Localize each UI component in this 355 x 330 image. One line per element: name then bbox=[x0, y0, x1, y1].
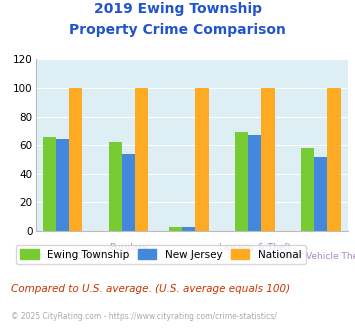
Bar bbox=[235, 132, 248, 231]
Bar bbox=[314, 157, 327, 231]
Text: Larceny & Theft: Larceny & Theft bbox=[219, 243, 291, 251]
Text: All Property Crime: All Property Crime bbox=[21, 252, 104, 261]
Bar bbox=[122, 154, 135, 231]
Bar bbox=[69, 88, 82, 231]
Text: Property Crime Comparison: Property Crime Comparison bbox=[69, 23, 286, 37]
Bar bbox=[301, 148, 314, 231]
Bar bbox=[43, 137, 56, 231]
Text: Motor Vehicle Theft: Motor Vehicle Theft bbox=[277, 252, 355, 261]
Bar bbox=[169, 227, 182, 231]
Text: 2019 Ewing Township: 2019 Ewing Township bbox=[93, 2, 262, 16]
Bar bbox=[327, 88, 341, 231]
Text: Compared to U.S. average. (U.S. average equals 100): Compared to U.S. average. (U.S. average … bbox=[11, 284, 290, 294]
Bar bbox=[261, 88, 275, 231]
Text: Arson: Arson bbox=[176, 252, 202, 261]
Bar bbox=[248, 135, 261, 231]
Bar bbox=[109, 142, 122, 231]
Text: © 2025 CityRating.com - https://www.cityrating.com/crime-statistics/: © 2025 CityRating.com - https://www.city… bbox=[11, 312, 277, 321]
Legend: Ewing Township, New Jersey, National: Ewing Township, New Jersey, National bbox=[16, 245, 306, 264]
Bar bbox=[182, 227, 195, 231]
Text: Burglary: Burglary bbox=[109, 243, 148, 251]
Bar bbox=[135, 88, 148, 231]
Bar bbox=[195, 88, 208, 231]
Bar bbox=[56, 140, 69, 231]
